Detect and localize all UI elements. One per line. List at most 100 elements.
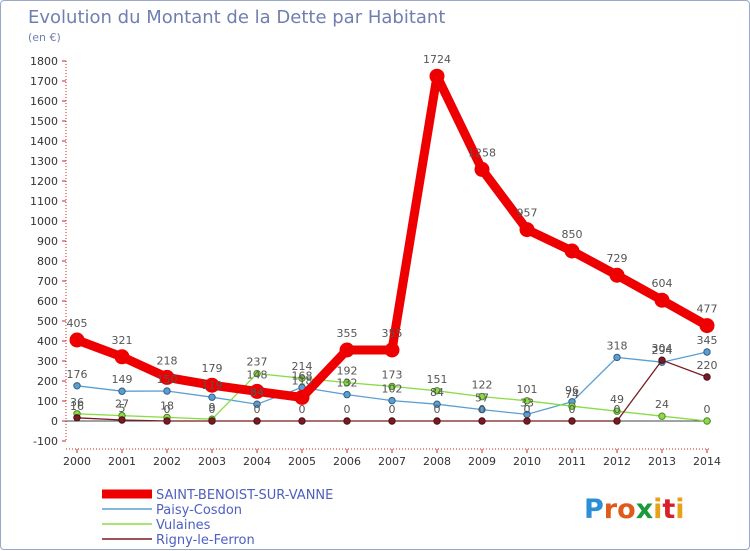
data-point bbox=[433, 400, 441, 408]
data-label: 57 bbox=[475, 392, 489, 405]
brand-letter: o bbox=[617, 494, 636, 525]
data-label: 122 bbox=[472, 379, 493, 392]
data-label: 355 bbox=[337, 327, 358, 340]
data-label: 304 bbox=[652, 342, 673, 355]
data-point bbox=[474, 161, 490, 177]
data-point bbox=[253, 400, 261, 408]
data-label: 218 bbox=[157, 354, 178, 367]
data-label: 237 bbox=[247, 356, 268, 369]
data-label: 119 bbox=[202, 379, 223, 392]
data-point bbox=[159, 369, 175, 385]
data-label: 345 bbox=[697, 334, 718, 347]
data-point bbox=[654, 292, 670, 308]
data-label: 118 bbox=[292, 374, 313, 387]
data-point bbox=[204, 377, 220, 393]
data-label: 0 bbox=[614, 403, 621, 416]
series-layer bbox=[69, 68, 715, 425]
series-0 bbox=[69, 68, 715, 405]
brand-text: Proxiti bbox=[584, 494, 685, 525]
data-label: 220 bbox=[697, 359, 718, 372]
data-label: 36 bbox=[70, 396, 84, 409]
brand-letter: P bbox=[584, 494, 604, 525]
data-point bbox=[114, 349, 130, 365]
data-point bbox=[519, 222, 535, 238]
x-tick-label: 2004 bbox=[243, 455, 271, 468]
data-label: 27 bbox=[115, 398, 129, 411]
y-tick-label: 1700 bbox=[30, 75, 58, 88]
data-label: 192 bbox=[337, 365, 358, 378]
data-label: 151 bbox=[427, 373, 448, 386]
data-point bbox=[388, 396, 396, 405]
axes: -100010020030040050060070080090010001100… bbox=[30, 55, 721, 468]
data-label: 294 bbox=[652, 344, 673, 357]
y-tick-label: 200 bbox=[37, 375, 58, 388]
data-point bbox=[658, 356, 666, 364]
data-point bbox=[568, 417, 576, 425]
data-label: 176 bbox=[67, 368, 88, 381]
legend-label: Vulaines bbox=[156, 518, 211, 533]
data-point bbox=[388, 417, 396, 425]
data-point bbox=[703, 373, 711, 381]
brand-letter: i bbox=[653, 494, 662, 525]
y-tick-label: 1500 bbox=[30, 115, 58, 128]
data-point bbox=[163, 417, 171, 425]
data-label: 149 bbox=[112, 373, 133, 386]
data-point bbox=[69, 332, 85, 348]
legend: SAINT-BENOIST-SUR-VANNEPaisy-CosdonVulai… bbox=[102, 488, 333, 548]
data-point bbox=[343, 417, 351, 425]
data-point bbox=[343, 390, 351, 399]
data-label: 0 bbox=[389, 403, 396, 416]
y-tick-label: 500 bbox=[37, 315, 58, 328]
data-label: 33 bbox=[520, 396, 534, 409]
data-label: 318 bbox=[607, 339, 628, 352]
data-point bbox=[294, 389, 310, 405]
data-point bbox=[609, 267, 625, 283]
data-label: 84 bbox=[250, 386, 264, 399]
data-point bbox=[208, 393, 216, 401]
data-label: 214 bbox=[292, 360, 313, 373]
data-point bbox=[568, 402, 576, 410]
data-label: 850 bbox=[562, 228, 583, 241]
brand-letter: x bbox=[636, 494, 653, 525]
data-point bbox=[433, 387, 441, 395]
series-1 bbox=[73, 348, 711, 419]
data-point bbox=[523, 417, 531, 425]
data-label: 0 bbox=[344, 403, 351, 416]
data-point bbox=[613, 417, 621, 425]
x-tick-label: 2005 bbox=[288, 455, 316, 468]
y-tick-label: 400 bbox=[37, 335, 58, 348]
data-label: 0 bbox=[704, 403, 711, 416]
data-point bbox=[523, 397, 531, 405]
x-tick-label: 2006 bbox=[333, 455, 361, 468]
data-point bbox=[699, 318, 715, 334]
data-point bbox=[703, 417, 711, 425]
data-point bbox=[118, 416, 126, 424]
data-point bbox=[343, 378, 351, 387]
data-label: 0 bbox=[254, 403, 261, 416]
data-label: 96 bbox=[565, 384, 579, 397]
data-label: 405 bbox=[67, 317, 88, 330]
data-label: 24 bbox=[655, 398, 669, 411]
data-point bbox=[384, 342, 400, 358]
data-label: 957 bbox=[517, 207, 538, 220]
y-tick-label: 1600 bbox=[30, 95, 58, 108]
data-label: 179 bbox=[202, 362, 223, 375]
data-label: 168 bbox=[292, 369, 313, 382]
data-point bbox=[613, 407, 621, 415]
data-label: 9 bbox=[209, 401, 216, 414]
y-tick-label: 1400 bbox=[30, 135, 58, 148]
data-point bbox=[429, 68, 445, 84]
x-tick-label: 2014 bbox=[693, 455, 721, 468]
data-point bbox=[163, 387, 171, 395]
y-tick-label: 800 bbox=[37, 255, 58, 268]
y-tick-label: 0 bbox=[51, 415, 58, 428]
data-point bbox=[339, 342, 355, 358]
data-label: 0 bbox=[479, 403, 486, 416]
y-tick-label: 1300 bbox=[30, 155, 58, 168]
legend-label: Paisy-Cosdon bbox=[156, 503, 242, 518]
data-point bbox=[478, 417, 486, 425]
data-label: 0 bbox=[209, 403, 216, 416]
x-tick-label: 2012 bbox=[603, 455, 631, 468]
